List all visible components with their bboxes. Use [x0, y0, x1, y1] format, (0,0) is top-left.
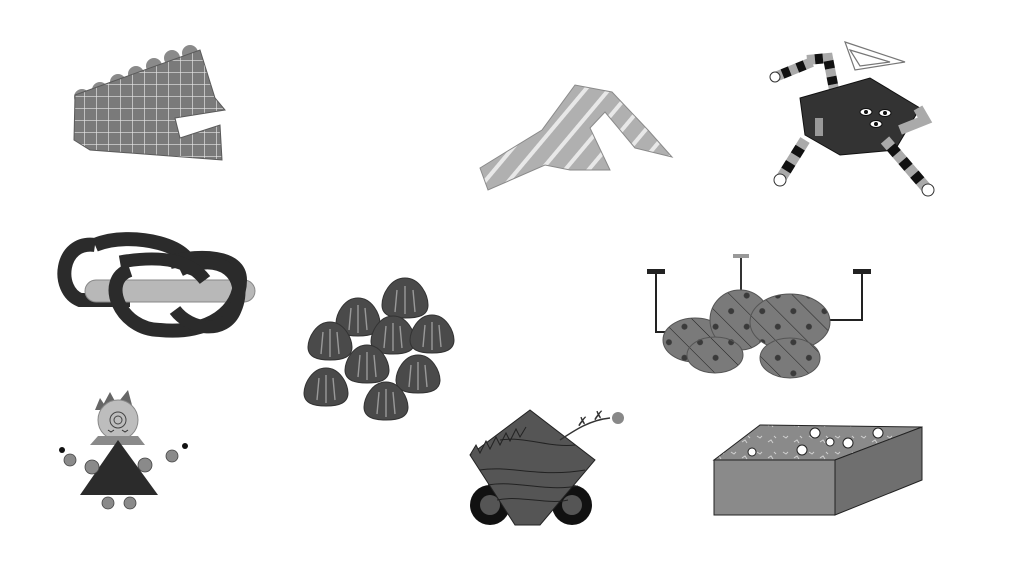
gridded-claw-shape: [73, 45, 226, 161]
vehicle-x-mark: ✗: [593, 409, 604, 424]
wheeled-sawtooth-vehicle: ✗ ✗: [469, 409, 624, 526]
swirl-doll-figure: [59, 390, 188, 510]
egg: [303, 367, 349, 407]
egg: [395, 354, 441, 394]
egg: [335, 297, 381, 337]
interlocked-rings: [57, 232, 256, 338]
speckled-box: [712, 424, 923, 516]
egg-cluster: [303, 277, 455, 421]
egg: [409, 314, 455, 354]
egg: [363, 381, 409, 421]
robot-creature: [769, 41, 935, 197]
vehicle-x-mark: ✗: [577, 415, 588, 430]
egg: [344, 344, 390, 384]
lamp-cloud-shape: [647, 254, 871, 379]
egg: [381, 277, 429, 319]
striped-zigzag-shape: [479, 84, 674, 191]
egg: [307, 321, 353, 361]
